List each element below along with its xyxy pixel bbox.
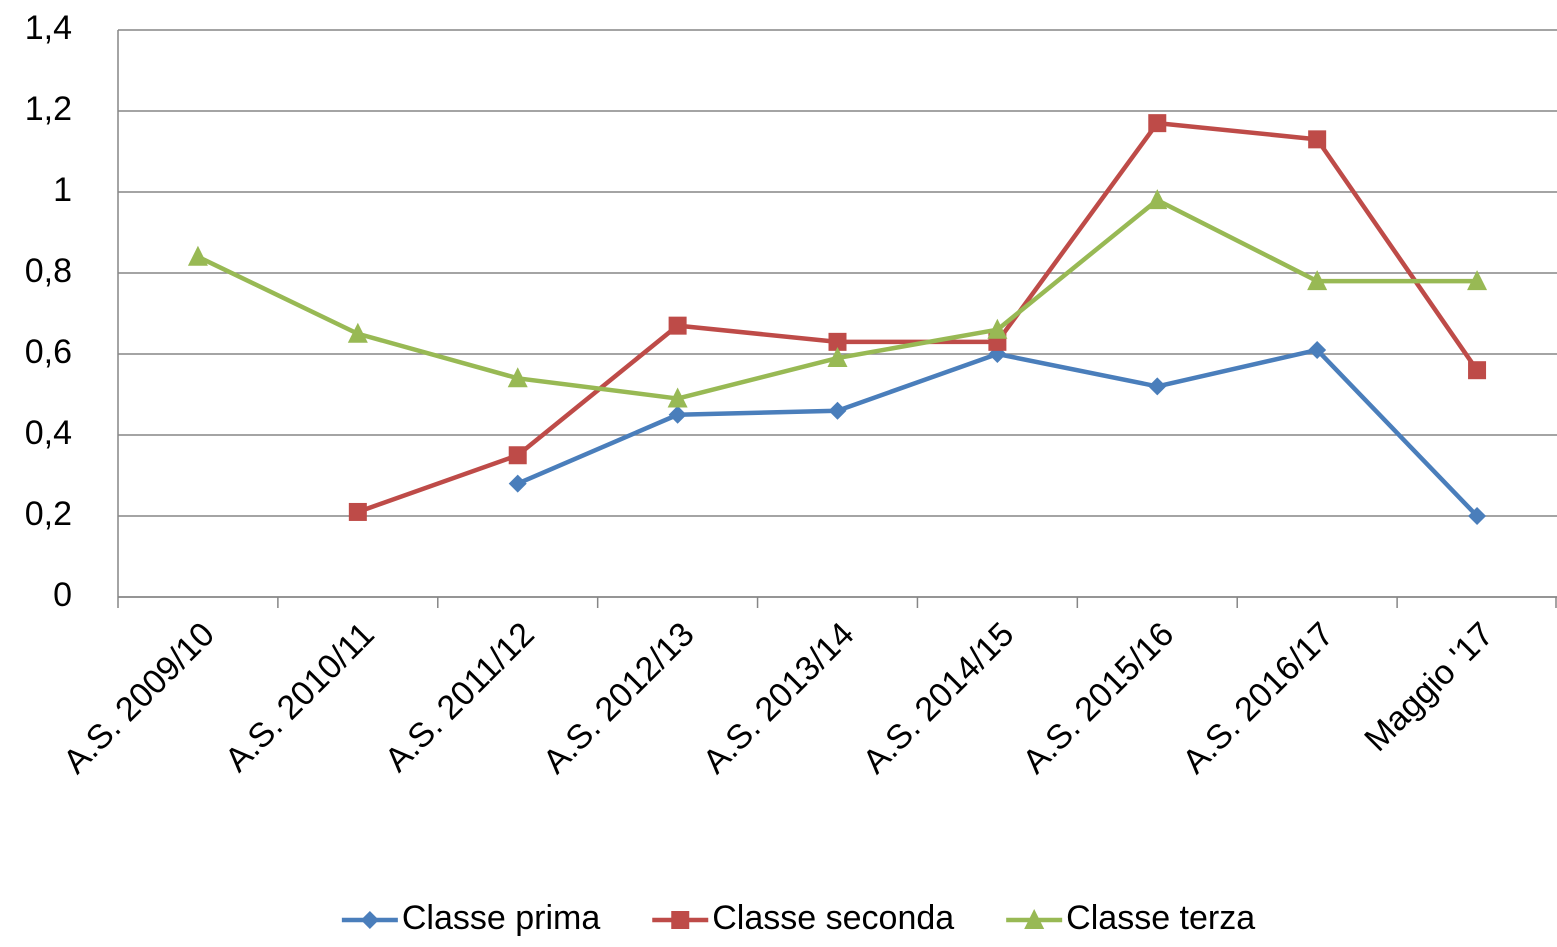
x-tick-label: A.S. 2014/15 bbox=[856, 615, 1022, 781]
x-tick-label: A.S. 2009/10 bbox=[56, 615, 222, 781]
marker bbox=[1148, 377, 1167, 396]
marker bbox=[668, 316, 687, 335]
marker bbox=[508, 446, 527, 465]
x-tick-label: A.S. 2013/14 bbox=[696, 615, 862, 781]
marker bbox=[187, 245, 208, 266]
marker bbox=[1148, 114, 1167, 133]
y-tick-label: 1,4 bbox=[25, 9, 72, 47]
marker bbox=[347, 322, 368, 343]
y-tick-label: 0,6 bbox=[25, 333, 72, 371]
marker bbox=[1147, 189, 1168, 210]
y-tick-label: 1 bbox=[53, 171, 72, 209]
marker bbox=[1307, 270, 1328, 291]
x-tick-label: A.S. 2012/13 bbox=[536, 615, 702, 781]
x-tick-label: A.S. 2011/12 bbox=[378, 615, 542, 779]
marker bbox=[348, 502, 367, 521]
y-tick-label: 1,2 bbox=[25, 90, 72, 128]
y-tick-label: 0,4 bbox=[25, 414, 72, 452]
marker bbox=[1024, 909, 1045, 929]
x-tick-label: A.S. 2010/11 bbox=[218, 615, 382, 779]
legend-label: Classe prima bbox=[402, 899, 600, 937]
series-line bbox=[516, 347, 1479, 518]
marker bbox=[827, 347, 848, 368]
marker bbox=[1468, 507, 1487, 525]
y-tick-label: 0,2 bbox=[25, 495, 72, 533]
legend-label: Classe seconda bbox=[712, 899, 954, 937]
marker bbox=[1308, 130, 1327, 149]
marker bbox=[671, 911, 690, 929]
marker bbox=[507, 367, 528, 388]
marker bbox=[667, 387, 688, 408]
marker bbox=[360, 911, 379, 929]
legend: Classe prima Classe seconda Classe terza bbox=[341, 899, 1255, 937]
marker bbox=[668, 405, 687, 424]
marker bbox=[828, 332, 847, 351]
y-tick-label: 0 bbox=[53, 576, 72, 614]
marker bbox=[508, 474, 527, 493]
legend-label: Classe terza bbox=[1066, 899, 1255, 937]
x-tick-label: A.S. 2015/16 bbox=[1015, 615, 1181, 781]
x-tick-label: Maggio '17 bbox=[1357, 615, 1501, 759]
marker bbox=[1467, 270, 1488, 291]
marker bbox=[1308, 340, 1327, 359]
x-tick-label: A.S. 2016/17 bbox=[1175, 615, 1341, 781]
y-tick-label: 0,8 bbox=[25, 252, 72, 290]
marker bbox=[987, 318, 1008, 339]
series-line bbox=[196, 197, 1478, 401]
marker bbox=[1468, 361, 1487, 380]
marker bbox=[828, 401, 847, 420]
